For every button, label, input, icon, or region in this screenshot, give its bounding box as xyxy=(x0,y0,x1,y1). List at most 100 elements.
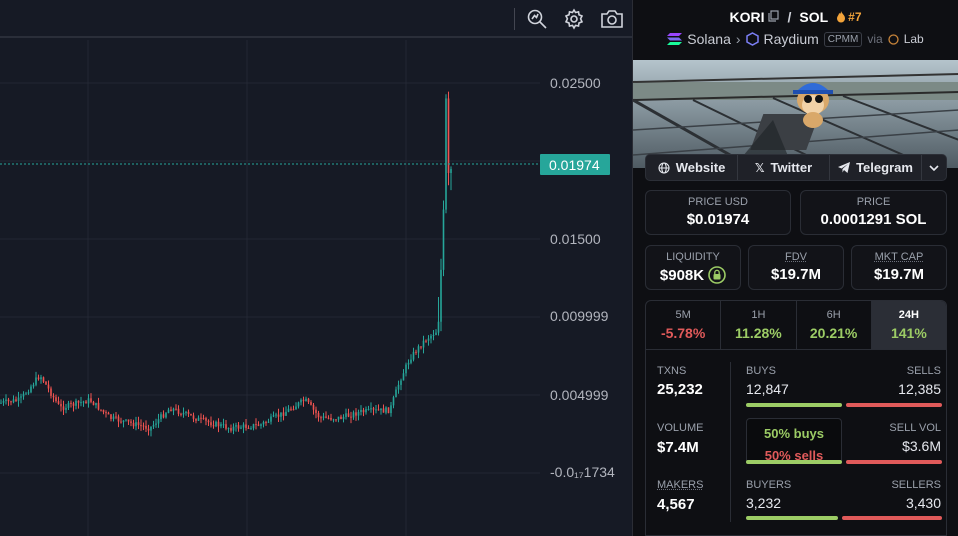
candle-body xyxy=(407,362,410,365)
launchpad-name[interactable]: Lab xyxy=(903,32,924,46)
candle-body xyxy=(310,402,312,405)
tab-24h[interactable]: 24H 141% xyxy=(871,301,946,349)
mcap-value: $19.7M xyxy=(873,266,925,283)
candle-body xyxy=(255,424,257,426)
candle-body xyxy=(420,346,422,348)
candle-body xyxy=(80,402,82,404)
txns-label: TXNS xyxy=(657,365,687,377)
candle-body xyxy=(267,421,270,423)
price-change: 141% xyxy=(890,325,927,341)
buys-value: 12,847 xyxy=(746,381,789,397)
candle-body xyxy=(410,359,412,363)
sells-value: 12,385 xyxy=(898,381,941,397)
chain-name[interactable]: Solana xyxy=(687,31,731,47)
candle-body xyxy=(342,416,345,420)
candle-body xyxy=(82,401,85,403)
camera-icon[interactable] xyxy=(599,7,625,31)
price-change: 20.21% xyxy=(809,325,858,341)
candle-body xyxy=(205,418,207,421)
mcap-box: MKT CAP $19.7M xyxy=(851,245,947,290)
candle-body xyxy=(242,424,245,428)
website-button[interactable]: Website xyxy=(646,155,738,180)
txns-value: 25,232 xyxy=(657,381,703,398)
buyers-label: BUYERS xyxy=(746,479,792,491)
candle-body xyxy=(20,396,22,398)
ratio-sells: 50% sells xyxy=(764,448,824,463)
tab-5m[interactable]: 5M -5.78% xyxy=(646,301,722,349)
candle-body xyxy=(67,402,70,408)
pair-header: KORI / SOL #7 Solana › Raydium CPMM via xyxy=(633,0,958,58)
fdv-box: FDV $19.7M xyxy=(748,245,844,290)
candle-body xyxy=(142,425,145,427)
candle-body xyxy=(75,400,77,406)
tab-label: 6H xyxy=(826,309,841,321)
candle-body xyxy=(365,409,367,413)
candle-body xyxy=(385,407,387,413)
candle-body xyxy=(35,377,37,385)
candle-body xyxy=(230,428,232,431)
candle-body xyxy=(332,419,335,421)
fdv-value: $19.7M xyxy=(770,266,822,283)
candle-body xyxy=(422,340,425,348)
tab-1h[interactable]: 1H 11.28% xyxy=(721,301,797,349)
pair-route: Solana › Raydium CPMM via Lab xyxy=(633,31,958,47)
candle-body xyxy=(355,412,357,416)
sell-volume-bar xyxy=(846,460,942,464)
buyers-bar xyxy=(746,516,838,520)
price-usd-label: PRICE USD xyxy=(688,196,748,208)
sells-label: SELLS xyxy=(906,365,941,377)
copy-icon[interactable] xyxy=(768,9,780,25)
candle-body xyxy=(12,399,15,403)
price-axis-label: 0.02500 xyxy=(550,75,601,91)
candle-body xyxy=(152,424,155,427)
magnifier-chart-icon[interactable] xyxy=(524,7,550,31)
social-links: Website 𝕏 Twitter Telegram xyxy=(645,154,947,181)
price-axis[interactable]: 0.02500 0.01500 0.009999 0.004999 -0.0₁₇… xyxy=(550,75,615,480)
candle-body xyxy=(162,414,165,418)
candle-body xyxy=(105,412,107,414)
lock-icon[interactable] xyxy=(708,266,726,284)
current-price-tag-label: 0.01974 xyxy=(549,157,600,173)
twitter-label: Twitter xyxy=(770,160,813,175)
candle-body xyxy=(345,413,347,417)
gear-icon[interactable] xyxy=(561,7,587,31)
candle-body xyxy=(442,209,445,270)
candle-body xyxy=(370,408,372,410)
price-chart[interactable]: 0.02500 0.01500 0.009999 0.004999 -0.0₁₇… xyxy=(0,40,632,536)
candle-body xyxy=(5,399,7,401)
chart-pane[interactable]: 0.02500 0.01500 0.009999 0.004999 -0.0₁₇… xyxy=(0,0,632,536)
sell-volume-label: SELL VOL xyxy=(889,422,941,434)
candle-body xyxy=(372,408,375,410)
candle-body xyxy=(125,419,127,421)
more-links-button[interactable] xyxy=(922,155,946,180)
candle-body xyxy=(257,424,260,426)
candle-body xyxy=(180,413,182,415)
candle-body xyxy=(27,392,30,394)
candle-body xyxy=(302,399,305,402)
candle-body xyxy=(207,420,210,423)
makers-value: 4,567 xyxy=(657,496,695,513)
chart-grid xyxy=(0,40,540,536)
candle-body xyxy=(52,395,55,398)
pair-info-panel: KORI / SOL #7 Solana › Raydium CPMM via xyxy=(632,0,958,536)
candle-body xyxy=(245,424,247,428)
telegram-button[interactable]: Telegram xyxy=(830,155,922,180)
token-banner-image xyxy=(633,60,958,168)
candle-body xyxy=(55,397,57,402)
candle-body xyxy=(282,412,285,416)
dex-name[interactable]: Raydium xyxy=(763,31,819,47)
twitter-button[interactable]: 𝕏 Twitter xyxy=(738,155,830,180)
candle-body xyxy=(77,400,80,403)
candle-body xyxy=(107,412,110,415)
candle-body xyxy=(147,428,150,431)
candle-body xyxy=(197,417,200,421)
candle-body xyxy=(380,408,382,411)
candle-body xyxy=(2,400,5,403)
candle-body xyxy=(40,377,42,380)
ratio-buys: 50% buys xyxy=(764,426,824,441)
candle-body xyxy=(315,409,317,413)
trending-rank[interactable]: #7 xyxy=(836,10,862,24)
tab-6h[interactable]: 6H 20.21% xyxy=(797,301,872,349)
candle-body xyxy=(182,412,185,415)
candle-body xyxy=(335,419,337,421)
